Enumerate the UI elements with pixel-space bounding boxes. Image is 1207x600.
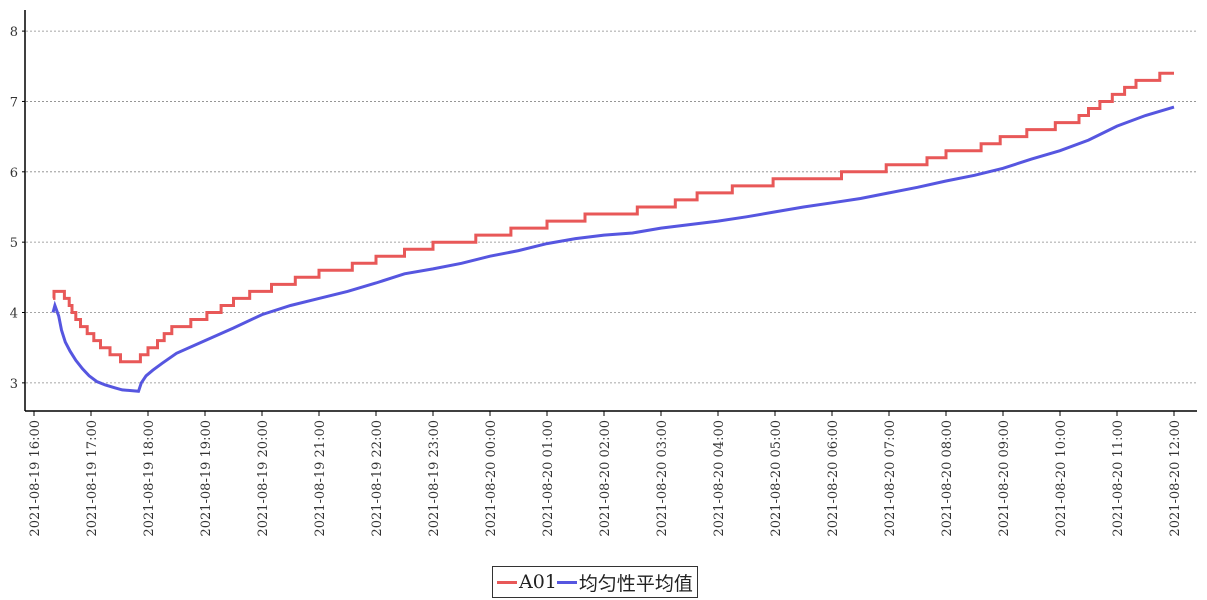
x-tick-label: 2021-08-20 07:00 (883, 420, 898, 537)
legend-label-average: 均匀性平均值 (578, 572, 693, 595)
x-tick-label: 2021-08-20 12:00 (1168, 420, 1183, 537)
x-tick-label: 2021-08-19 22:00 (370, 420, 385, 537)
x-tick-label: 2021-08-20 05:00 (769, 420, 784, 537)
x-tick-label: 2021-08-20 09:00 (997, 420, 1012, 537)
x-tick-labels: 2021-08-19 16:00 2021-08-19 17:00 2021-08-… (28, 411, 1183, 537)
legend-swatch-a01 (497, 580, 517, 584)
legend-item-a01: A01 (497, 571, 557, 593)
x-tick-label: 2021-08-20 01:00 (541, 420, 556, 537)
x-tick-label: 2021-08-19 21:00 (313, 420, 328, 537)
y-tick-label: 5 (10, 236, 18, 251)
y-tick-label: 4 (10, 307, 18, 322)
x-tick-label: 2021-08-19 17:00 (85, 420, 100, 537)
x-tick-label: 2021-08-19 16:00 (28, 420, 43, 537)
series-line-a01 (52, 71, 1174, 364)
y-tick-label: 8 (10, 25, 18, 40)
y-tick-label: 7 (10, 95, 18, 110)
series-line-average (51, 105, 1175, 393)
legend: A01 均匀性平均值 (492, 566, 698, 598)
x-tick-label: 2021-08-20 06:00 (826, 420, 841, 537)
x-tick-label: 2021-08-20 10:00 (1054, 420, 1069, 537)
x-tick-label: 2021-08-20 11:00 (1111, 420, 1126, 537)
x-tick-label: 2021-08-19 18:00 (142, 420, 157, 537)
x-tick-label: 2021-08-20 00:00 (484, 420, 499, 537)
legend-item-average: 均匀性平均值 (556, 569, 693, 596)
y-tick-label: 3 (10, 377, 18, 392)
series-lines (51, 71, 1175, 393)
x-tick-label: 2021-08-20 04:00 (712, 420, 727, 537)
legend-swatch-average (556, 580, 577, 584)
x-tick-label: 2021-08-20 03:00 (655, 420, 670, 537)
gridlines (26, 30, 1197, 384)
x-tick-label: 2021-08-20 08:00 (940, 420, 955, 537)
axes (24, 10, 1197, 412)
y-tick-labels: 3 4 5 6 7 8 (10, 25, 25, 392)
y-tick-label: 6 (10, 166, 18, 181)
legend-label-a01: A01 (519, 571, 557, 593)
x-tick-label: 2021-08-19 20:00 (256, 420, 271, 537)
x-tick-label: 2021-08-19 19:00 (199, 420, 214, 537)
x-tick-label: 2021-08-20 02:00 (598, 420, 613, 537)
x-tick-label: 2021-08-19 23:00 (427, 420, 442, 537)
